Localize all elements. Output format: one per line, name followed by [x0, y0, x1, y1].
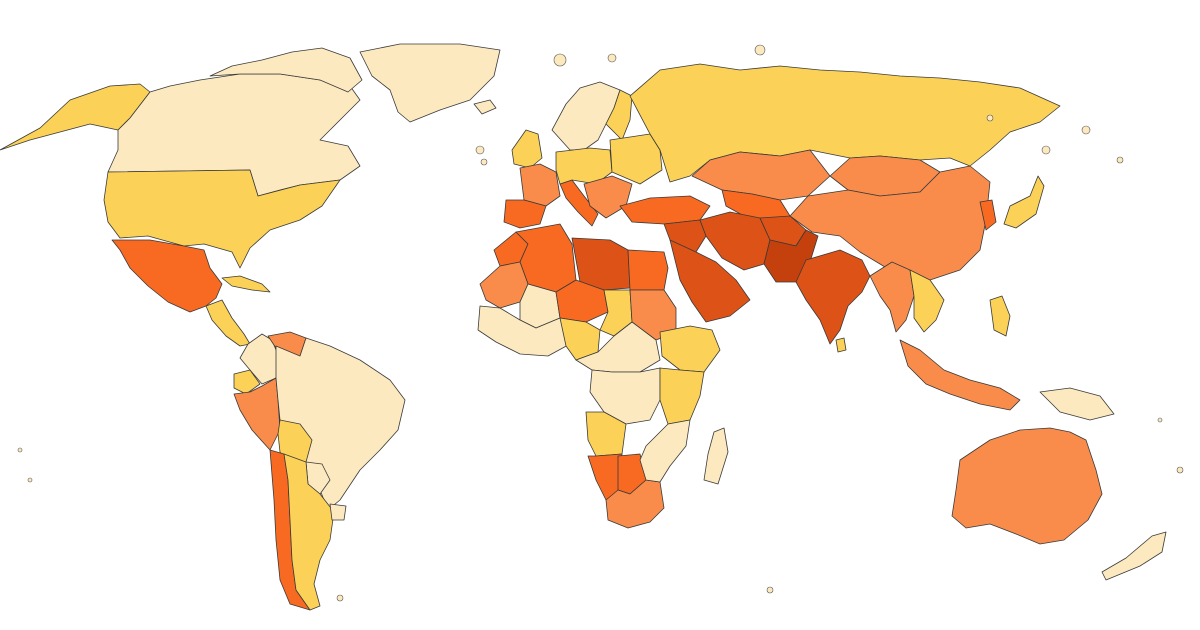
region-ecuador	[233, 369, 261, 395]
island-speck	[986, 114, 994, 122]
region-indonesia	[899, 339, 1021, 411]
region-libya	[571, 237, 631, 291]
island-speck	[754, 44, 766, 56]
island-speck	[475, 145, 485, 155]
island-speck	[480, 158, 488, 166]
island-speck	[27, 477, 33, 483]
region-italy	[559, 179, 599, 227]
region-greenland	[359, 43, 501, 123]
region-cuba	[221, 275, 271, 293]
island-speck	[1041, 145, 1051, 155]
island-speck	[17, 447, 23, 453]
region-india	[795, 249, 871, 345]
region-philippines	[989, 295, 1011, 337]
island-speck	[766, 586, 774, 594]
island-speck	[607, 53, 617, 63]
region-turkey	[619, 195, 711, 225]
island-speck	[336, 594, 344, 602]
country-regions	[0, 43, 1184, 611]
region-peru	[233, 377, 281, 451]
region-indochina	[909, 269, 945, 333]
island-speck	[1157, 417, 1163, 423]
region-madagascar	[703, 427, 729, 485]
region-egypt	[627, 249, 669, 291]
region-sri-lanka	[835, 337, 847, 353]
region-southeast-asia	[869, 261, 915, 333]
region-australia	[951, 427, 1103, 545]
island-speck	[553, 53, 567, 67]
region-uruguay	[329, 503, 347, 521]
region-china	[789, 165, 991, 281]
region-argentina	[283, 453, 335, 611]
region-united-states	[103, 169, 341, 269]
region-new-guinea	[1039, 387, 1115, 421]
region-arabia	[669, 239, 751, 323]
region-iceland	[473, 99, 497, 115]
region-new-zealand	[1101, 531, 1167, 581]
island-speck	[1081, 125, 1091, 135]
region-korea	[979, 199, 997, 231]
region-arctic-islands	[209, 47, 363, 93]
region-mexico	[111, 239, 223, 313]
region-iberia	[503, 199, 547, 229]
island-speck	[1116, 156, 1124, 164]
island-speck	[1176, 466, 1184, 474]
region-east-africa	[659, 367, 705, 425]
region-uk-ireland	[511, 129, 543, 169]
region-ethiopia	[659, 325, 721, 373]
region-japan	[1003, 175, 1045, 229]
region-drc	[589, 367, 661, 425]
region-south-africa	[605, 479, 665, 529]
region-mozambique	[639, 419, 691, 483]
